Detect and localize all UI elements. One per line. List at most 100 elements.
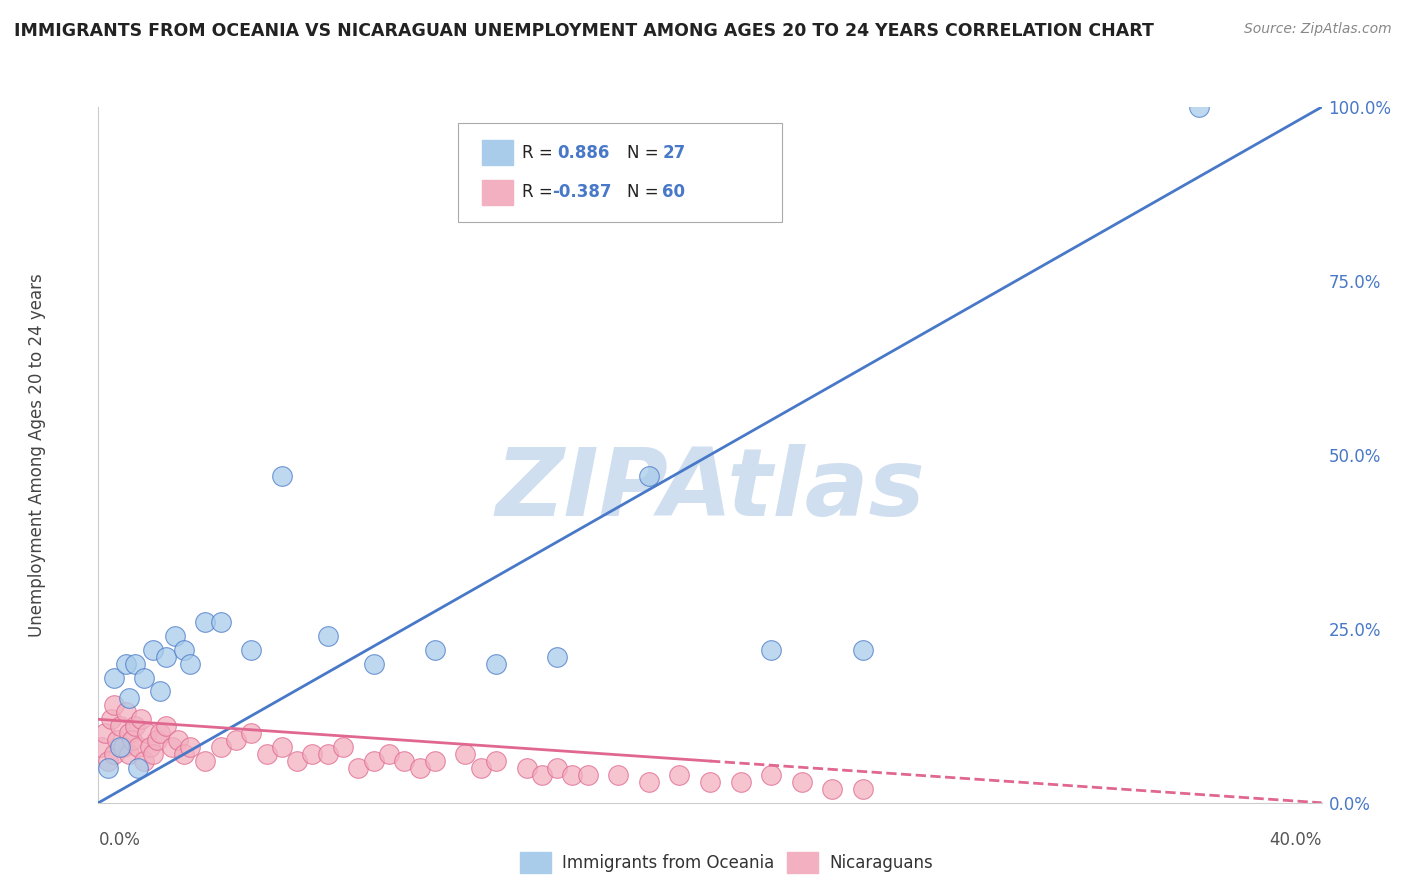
Point — [470, 761, 492, 775]
Point — [699, 775, 721, 789]
Point — [139, 740, 162, 755]
Point — [108, 740, 131, 755]
Point — [105, 733, 128, 747]
Point — [209, 615, 232, 629]
Point — [179, 740, 201, 755]
Text: N =: N = — [627, 144, 664, 161]
Point — [124, 719, 146, 733]
Point — [821, 781, 844, 796]
Point — [149, 684, 172, 698]
Point — [194, 754, 217, 768]
Point — [149, 726, 172, 740]
Point — [163, 629, 186, 643]
Point — [155, 719, 177, 733]
Point — [316, 747, 339, 761]
Point — [454, 747, 477, 761]
Point — [115, 706, 138, 720]
Point — [730, 775, 752, 789]
Point — [392, 754, 416, 768]
Point — [761, 768, 783, 782]
Point — [160, 740, 183, 755]
Point — [103, 671, 125, 685]
Text: Unemployment Among Ages 20 to 24 years: Unemployment Among Ages 20 to 24 years — [28, 273, 46, 637]
Point — [301, 747, 323, 761]
Point — [129, 712, 152, 726]
Point — [97, 761, 120, 775]
Text: 0.0%: 0.0% — [98, 830, 141, 848]
Point — [256, 747, 278, 761]
Point — [115, 657, 138, 671]
Point — [423, 754, 446, 768]
Point — [332, 740, 354, 755]
Point — [179, 657, 201, 671]
Point — [363, 754, 385, 768]
Point — [118, 747, 141, 761]
Point — [485, 657, 508, 671]
Text: -0.387: -0.387 — [553, 183, 612, 201]
Text: Source: ZipAtlas.com: Source: ZipAtlas.com — [1244, 22, 1392, 37]
Point — [167, 733, 190, 747]
Text: R =: R = — [522, 144, 558, 161]
Point — [108, 719, 131, 733]
Text: Nicaraguans: Nicaraguans — [830, 854, 934, 871]
Point — [378, 747, 401, 761]
Point — [124, 657, 146, 671]
Point — [546, 761, 568, 775]
Point — [363, 657, 385, 671]
Point — [103, 698, 125, 713]
Point — [561, 768, 583, 782]
Point — [790, 775, 813, 789]
Point — [97, 754, 120, 768]
Point — [100, 712, 122, 726]
Point — [516, 761, 538, 775]
Text: N =: N = — [627, 183, 664, 201]
Point — [485, 754, 508, 768]
Point — [316, 629, 339, 643]
Point — [761, 642, 783, 657]
Point — [638, 775, 661, 789]
Point — [225, 733, 247, 747]
Point — [240, 726, 263, 740]
Point — [852, 781, 875, 796]
Point — [530, 768, 553, 782]
Point — [134, 671, 156, 685]
Point — [209, 740, 232, 755]
Point — [118, 691, 141, 706]
Point — [127, 740, 149, 755]
Point — [347, 761, 370, 775]
Point — [134, 754, 156, 768]
Point — [127, 761, 149, 775]
Point — [607, 768, 630, 782]
Point — [1188, 100, 1211, 114]
Text: 0.886: 0.886 — [557, 144, 609, 161]
Text: 27: 27 — [662, 144, 686, 161]
Point — [194, 615, 217, 629]
Text: 60: 60 — [662, 183, 685, 201]
Point — [173, 747, 195, 761]
Point — [121, 733, 143, 747]
Point — [852, 642, 875, 657]
Point — [173, 642, 195, 657]
Text: R =: R = — [522, 183, 558, 201]
Point — [142, 642, 165, 657]
Text: Immigrants from Oceania: Immigrants from Oceania — [562, 854, 775, 871]
Point — [155, 649, 177, 664]
Point — [111, 740, 134, 755]
Point — [270, 740, 294, 755]
Text: IMMIGRANTS FROM OCEANIA VS NICARAGUAN UNEMPLOYMENT AMONG AGES 20 TO 24 YEARS COR: IMMIGRANTS FROM OCEANIA VS NICARAGUAN UN… — [14, 22, 1154, 40]
Point — [240, 642, 263, 657]
Text: 40.0%: 40.0% — [1270, 830, 1322, 848]
Point — [118, 726, 141, 740]
Point — [423, 642, 446, 657]
Text: ZIPAtlas: ZIPAtlas — [495, 443, 925, 536]
Point — [270, 468, 294, 483]
Point — [145, 733, 167, 747]
Point — [638, 468, 661, 483]
Point — [285, 754, 308, 768]
Point — [668, 768, 690, 782]
Point — [103, 747, 125, 761]
Point — [546, 649, 568, 664]
Point — [576, 768, 599, 782]
Point — [408, 761, 430, 775]
Point — [90, 740, 112, 755]
